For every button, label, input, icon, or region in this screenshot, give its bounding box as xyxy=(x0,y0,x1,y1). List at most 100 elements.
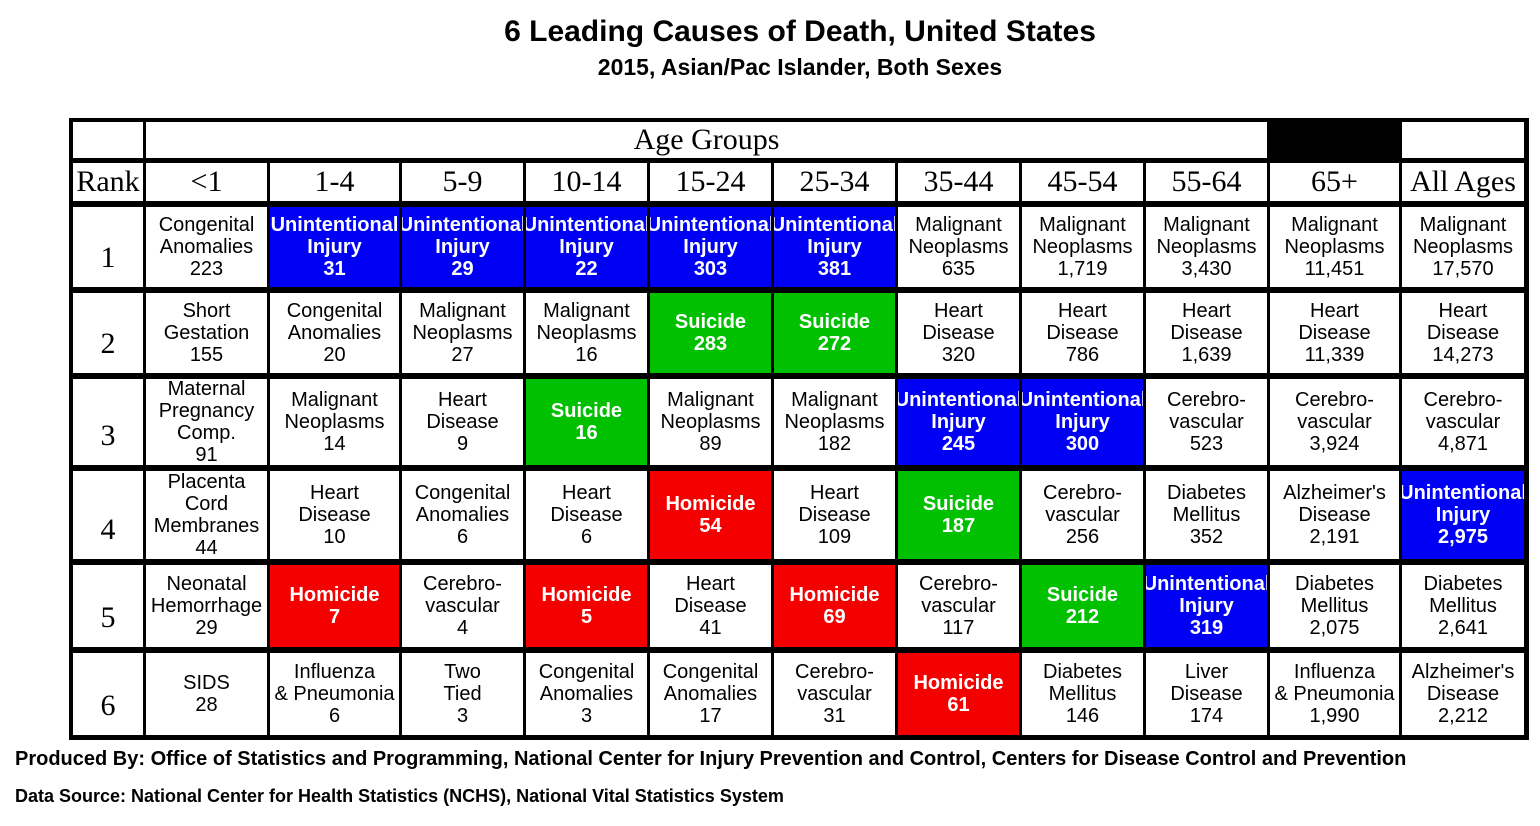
age-group-header: 10-14 xyxy=(526,163,647,201)
cause-cell: Unintentional Injury 245 xyxy=(898,379,1019,465)
cause-cell: Malignant Neoplasms 14 xyxy=(270,379,399,465)
cause-name: Mellitus xyxy=(1429,595,1497,617)
death-count: 61 xyxy=(947,694,970,716)
cause-name: Disease xyxy=(1170,683,1243,705)
cause-cell: Malignant Neoplasms 1,719 xyxy=(1022,207,1143,287)
cause-cell: Suicide 283 xyxy=(650,293,771,373)
cause-cell: Homicide 5 xyxy=(526,565,647,647)
cause-name: Disease xyxy=(1298,504,1371,526)
cause-name: & Pneumonia xyxy=(1274,683,1395,705)
cause-cell: Heart Disease 1,639 xyxy=(1146,293,1267,373)
cause-name: Gestation xyxy=(163,322,250,344)
cause-name: vascular xyxy=(1169,411,1244,433)
cause-name: Homicide xyxy=(289,584,380,606)
data-source-footer: Data Source: National Center for Health … xyxy=(15,786,784,806)
cause-cell: Influenza & Pneumonia 6 xyxy=(270,653,399,735)
cause-cell: Unintentional Injury 300 xyxy=(1022,379,1143,465)
cause-name: Neoplasms xyxy=(536,322,637,344)
death-count: 1,719 xyxy=(1057,258,1108,280)
cause-name: Injury xyxy=(1435,504,1491,526)
death-count: 41 xyxy=(699,617,722,639)
cause-name: Unintentional xyxy=(774,214,895,236)
cause-name: Neoplasms xyxy=(1032,236,1133,258)
cause-name: Disease xyxy=(1426,683,1500,705)
rank-header: Rank xyxy=(73,163,143,201)
age-group-header: 5-9 xyxy=(402,163,523,201)
death-count: 523 xyxy=(1189,433,1224,455)
cause-name: Disease xyxy=(298,504,371,526)
rank-label: 4 xyxy=(73,471,143,559)
cause-cell: Suicide 272 xyxy=(774,293,895,373)
death-count: 6 xyxy=(456,526,469,548)
cause-cell: Malignant Neoplasms 27 xyxy=(402,293,523,373)
cause-name: Malignant xyxy=(1419,214,1507,236)
death-count: 17,570 xyxy=(1432,258,1494,280)
age-group-header: 1-4 xyxy=(270,163,399,201)
death-count: 3,430 xyxy=(1181,258,1232,280)
death-count: 31 xyxy=(823,705,846,727)
cause-name: Suicide xyxy=(798,311,871,333)
cause-name: Disease xyxy=(1046,322,1119,344)
cause-name: Unintentional xyxy=(1146,573,1267,595)
death-count: 303 xyxy=(693,258,728,280)
cause-cell: Influenza & Pneumonia 1,990 xyxy=(1270,653,1399,735)
death-count: 44 xyxy=(195,537,218,559)
death-count: 212 xyxy=(1065,606,1100,628)
death-count: 2,641 xyxy=(1437,617,1489,639)
cause-name: Congenital xyxy=(158,214,255,236)
cause-name: Disease xyxy=(922,322,995,344)
cause-name: Disease xyxy=(426,411,499,433)
cause-name: Homicide xyxy=(665,493,756,515)
cause-cell: Malignant Neoplasms 635 xyxy=(898,207,1019,287)
death-count: 29 xyxy=(451,258,474,280)
death-count: 3 xyxy=(580,705,593,727)
cause-name: Diabetes xyxy=(1423,573,1503,595)
age-group-header: 55-64 xyxy=(1146,163,1267,201)
cause-cell: Two Tied 3 xyxy=(402,653,523,735)
cause-name: Neoplasms xyxy=(1156,236,1257,258)
cause-cell: Congenital Anomalies 17 xyxy=(650,653,771,735)
age-group-header: 15-24 xyxy=(650,163,771,201)
death-count: 272 xyxy=(817,333,852,355)
cause-name: Injury xyxy=(435,236,490,258)
cause-cell: Placenta Cord Membranes 44 xyxy=(146,471,267,559)
cause-name: Congenital xyxy=(286,300,383,322)
cause-cell: Maternal Pregnancy Comp. 91 xyxy=(146,379,267,465)
cause-name: Comp. xyxy=(177,422,236,444)
death-count: 4 xyxy=(456,617,469,639)
rank-label: 5 xyxy=(73,565,143,647)
death-count: 319 xyxy=(1189,617,1224,639)
rank-label: 2 xyxy=(73,293,143,373)
death-count: 283 xyxy=(693,333,728,355)
cause-name: Malignant xyxy=(1291,214,1378,236)
death-count: 89 xyxy=(699,433,722,455)
cause-name: Injury xyxy=(807,236,862,258)
age-group-header: 25-34 xyxy=(774,163,895,201)
cause-name: Cerebro- xyxy=(1043,482,1122,504)
cause-cell: Cerebro-vascular 4,871 xyxy=(1402,379,1524,465)
death-count: 1,990 xyxy=(1309,705,1360,727)
death-count: 174 xyxy=(1189,705,1224,727)
cause-name: Neoplasms xyxy=(1284,236,1385,258)
cause-name: Injury xyxy=(1055,411,1110,433)
cause-cell: Malignant Neoplasms 89 xyxy=(650,379,771,465)
cause-name: Malignant xyxy=(791,389,878,411)
cause-cell: Congenital Anomalies 20 xyxy=(270,293,399,373)
cause-cell: Cerebro-vascular 31 xyxy=(774,653,895,735)
cause-cell: Congenital Anomalies 3 xyxy=(526,653,647,735)
cause-name: Influenza xyxy=(293,661,376,683)
cause-name: Alzheimer's xyxy=(1411,661,1515,683)
cause-name: Malignant xyxy=(543,300,630,322)
death-count: 14,273 xyxy=(1432,344,1494,366)
cause-name: Cord xyxy=(184,493,229,515)
age-group-header: 65+ xyxy=(1270,163,1399,201)
cause-name: Neonatal xyxy=(166,573,247,595)
cause-cell: Heart Disease 41 xyxy=(650,565,771,647)
cause-name: Neoplasms xyxy=(784,411,885,433)
cause-cell: Short Gestation 155 xyxy=(146,293,267,373)
cause-name: Homicide xyxy=(913,672,1004,694)
death-count: 245 xyxy=(941,433,976,455)
cause-name: Cerebro- xyxy=(1167,389,1246,411)
cause-cell: Malignant Neoplasms 182 xyxy=(774,379,895,465)
death-count: 9 xyxy=(456,433,469,455)
